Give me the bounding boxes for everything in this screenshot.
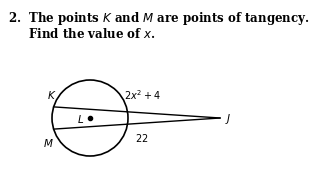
Text: $2x^2+4$: $2x^2+4$ xyxy=(124,89,160,102)
Text: $K$: $K$ xyxy=(47,89,56,101)
Text: $J$: $J$ xyxy=(225,112,231,126)
Text: $L$: $L$ xyxy=(77,113,84,125)
Text: 2.  The points $K$ and $M$ are points of tangency.: 2. The points $K$ and $M$ are points of … xyxy=(8,10,309,27)
Text: $22$: $22$ xyxy=(135,132,148,144)
Text: $M$: $M$ xyxy=(43,137,54,149)
Text: Find the value of $x$.: Find the value of $x$. xyxy=(8,27,156,41)
